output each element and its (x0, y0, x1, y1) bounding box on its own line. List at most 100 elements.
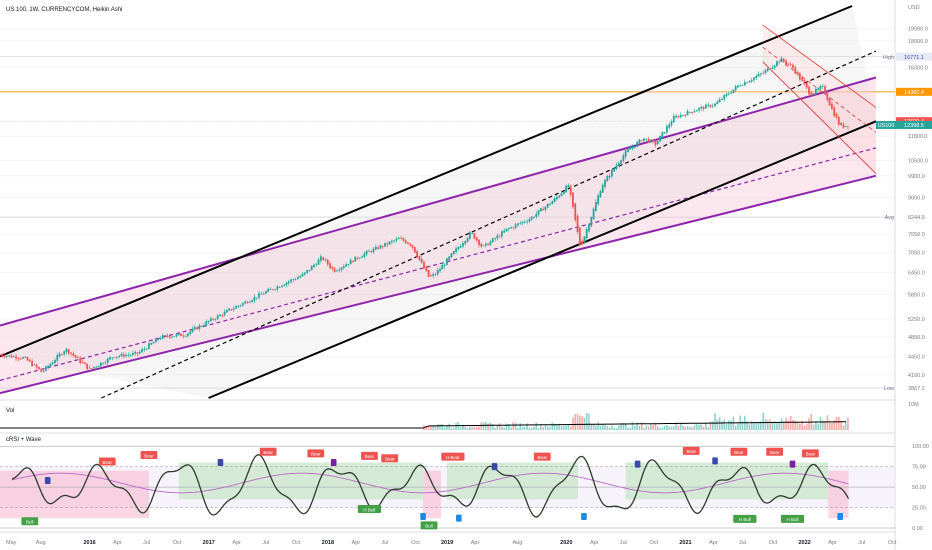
signal-label: Bull (26, 520, 34, 525)
volume-bar (601, 423, 604, 430)
volume-bar (558, 423, 561, 430)
candle-body (656, 140, 659, 144)
candle-body (743, 81, 746, 86)
channel-upper-line (762, 24, 877, 108)
candle-body (329, 263, 331, 268)
candle-body (814, 88, 817, 94)
bear-signal (533, 452, 551, 461)
candle-body (8, 355, 11, 357)
candle-body (723, 95, 726, 100)
candle-body (679, 114, 682, 118)
candle-body (707, 104, 710, 106)
candle-body (569, 185, 572, 195)
candle-body (349, 259, 352, 265)
candle-body (789, 64, 792, 66)
channel-upper-line (0, 5, 853, 358)
candle-body (223, 311, 226, 316)
volume-bar (675, 422, 677, 430)
volume-bar (562, 425, 565, 430)
time-axis[interactable]: May Aug 2016 Apr Jul Oct 2017 Apr Jul Oct 2018 Apr J… (6, 540, 897, 546)
candle-body (840, 122, 842, 125)
candle-body (599, 191, 602, 198)
volume-bar (494, 427, 496, 430)
candle-body (319, 256, 322, 261)
volume-bar (661, 427, 664, 430)
volume-bar (498, 423, 501, 430)
volume-bar (835, 416, 838, 430)
candle-body (585, 229, 588, 239)
volume-bar (519, 422, 522, 430)
volume-bar (452, 427, 455, 430)
price-axis[interactable]: 19000.018000.016000.014300.012600.011800… (876, 27, 932, 532)
osc-tick-label: 50.00 (912, 485, 926, 491)
candle-body (88, 367, 91, 369)
volume-bar (672, 426, 675, 430)
candle-body (5, 356, 8, 357)
candle-body (189, 331, 192, 335)
volume-bar (613, 427, 616, 430)
time-tick-label: Oct (292, 540, 301, 546)
volume-bar (487, 423, 489, 430)
candle-body (118, 355, 121, 357)
low-label: Low (884, 386, 894, 392)
volume-bar (750, 421, 753, 430)
candle-body (521, 221, 524, 224)
oscillator-pane: Bear Bear Bear Bear Bear Bear H Bear Bear Bear Be… (0, 445, 895, 530)
volume-bar (528, 427, 531, 430)
volume-bar (441, 424, 444, 430)
candle-body (805, 83, 808, 88)
candle-body (70, 352, 72, 354)
price-tick-label: 19000.0 (908, 27, 928, 33)
volume-bar (769, 419, 771, 430)
candle-body (803, 80, 806, 85)
candle-body (219, 314, 221, 317)
candle-body (244, 301, 247, 304)
candle-body (613, 168, 616, 172)
candle-body (310, 265, 313, 271)
candle-body (212, 318, 215, 320)
volume-bar (684, 426, 687, 430)
candle-body (436, 270, 439, 275)
volume-bar (526, 423, 528, 430)
candle-body (303, 272, 306, 275)
chart-title: US 100, 1W, CURRENCYCOM, Heikin Ashi (6, 7, 122, 13)
volume-bar (540, 424, 542, 430)
candle-body (411, 244, 414, 248)
candle-body (404, 240, 407, 244)
candle-body (138, 351, 141, 354)
candle-body (72, 353, 75, 356)
volume-bar (446, 425, 448, 430)
candle-body (471, 233, 474, 235)
candle-body (427, 269, 430, 278)
volume-bar (705, 423, 707, 430)
volume-bar (792, 420, 794, 430)
candle-body (572, 192, 574, 208)
channels (0, 5, 877, 399)
volume-bar (638, 425, 641, 430)
bear-signal (381, 454, 399, 463)
candle-body (120, 353, 123, 357)
signal-label: Bear (311, 452, 321, 457)
volume-bar (785, 417, 787, 430)
osc-bull-zone (178, 462, 424, 500)
candle-body (643, 138, 645, 142)
volume-bar (592, 423, 595, 430)
volume-bar (505, 423, 508, 430)
time-tick-label: Aug (512, 540, 522, 546)
candle-body (342, 266, 345, 269)
candle-body (42, 370, 45, 372)
time-tick-label: Jul (381, 540, 388, 546)
channel-fill (0, 77, 876, 394)
time-tick-label: Apr (828, 540, 837, 546)
volume-bar (815, 421, 817, 430)
time-tick-label: Oct (769, 540, 778, 546)
candle-body (583, 236, 586, 244)
volume-bar (503, 427, 505, 430)
signal-label: Bear (385, 457, 395, 462)
time-tick-label: 2019 (441, 540, 453, 546)
candle-body (730, 92, 732, 94)
volume-axis-label: 10M (908, 402, 919, 408)
candle-body (182, 335, 185, 337)
candle-body (423, 261, 425, 269)
